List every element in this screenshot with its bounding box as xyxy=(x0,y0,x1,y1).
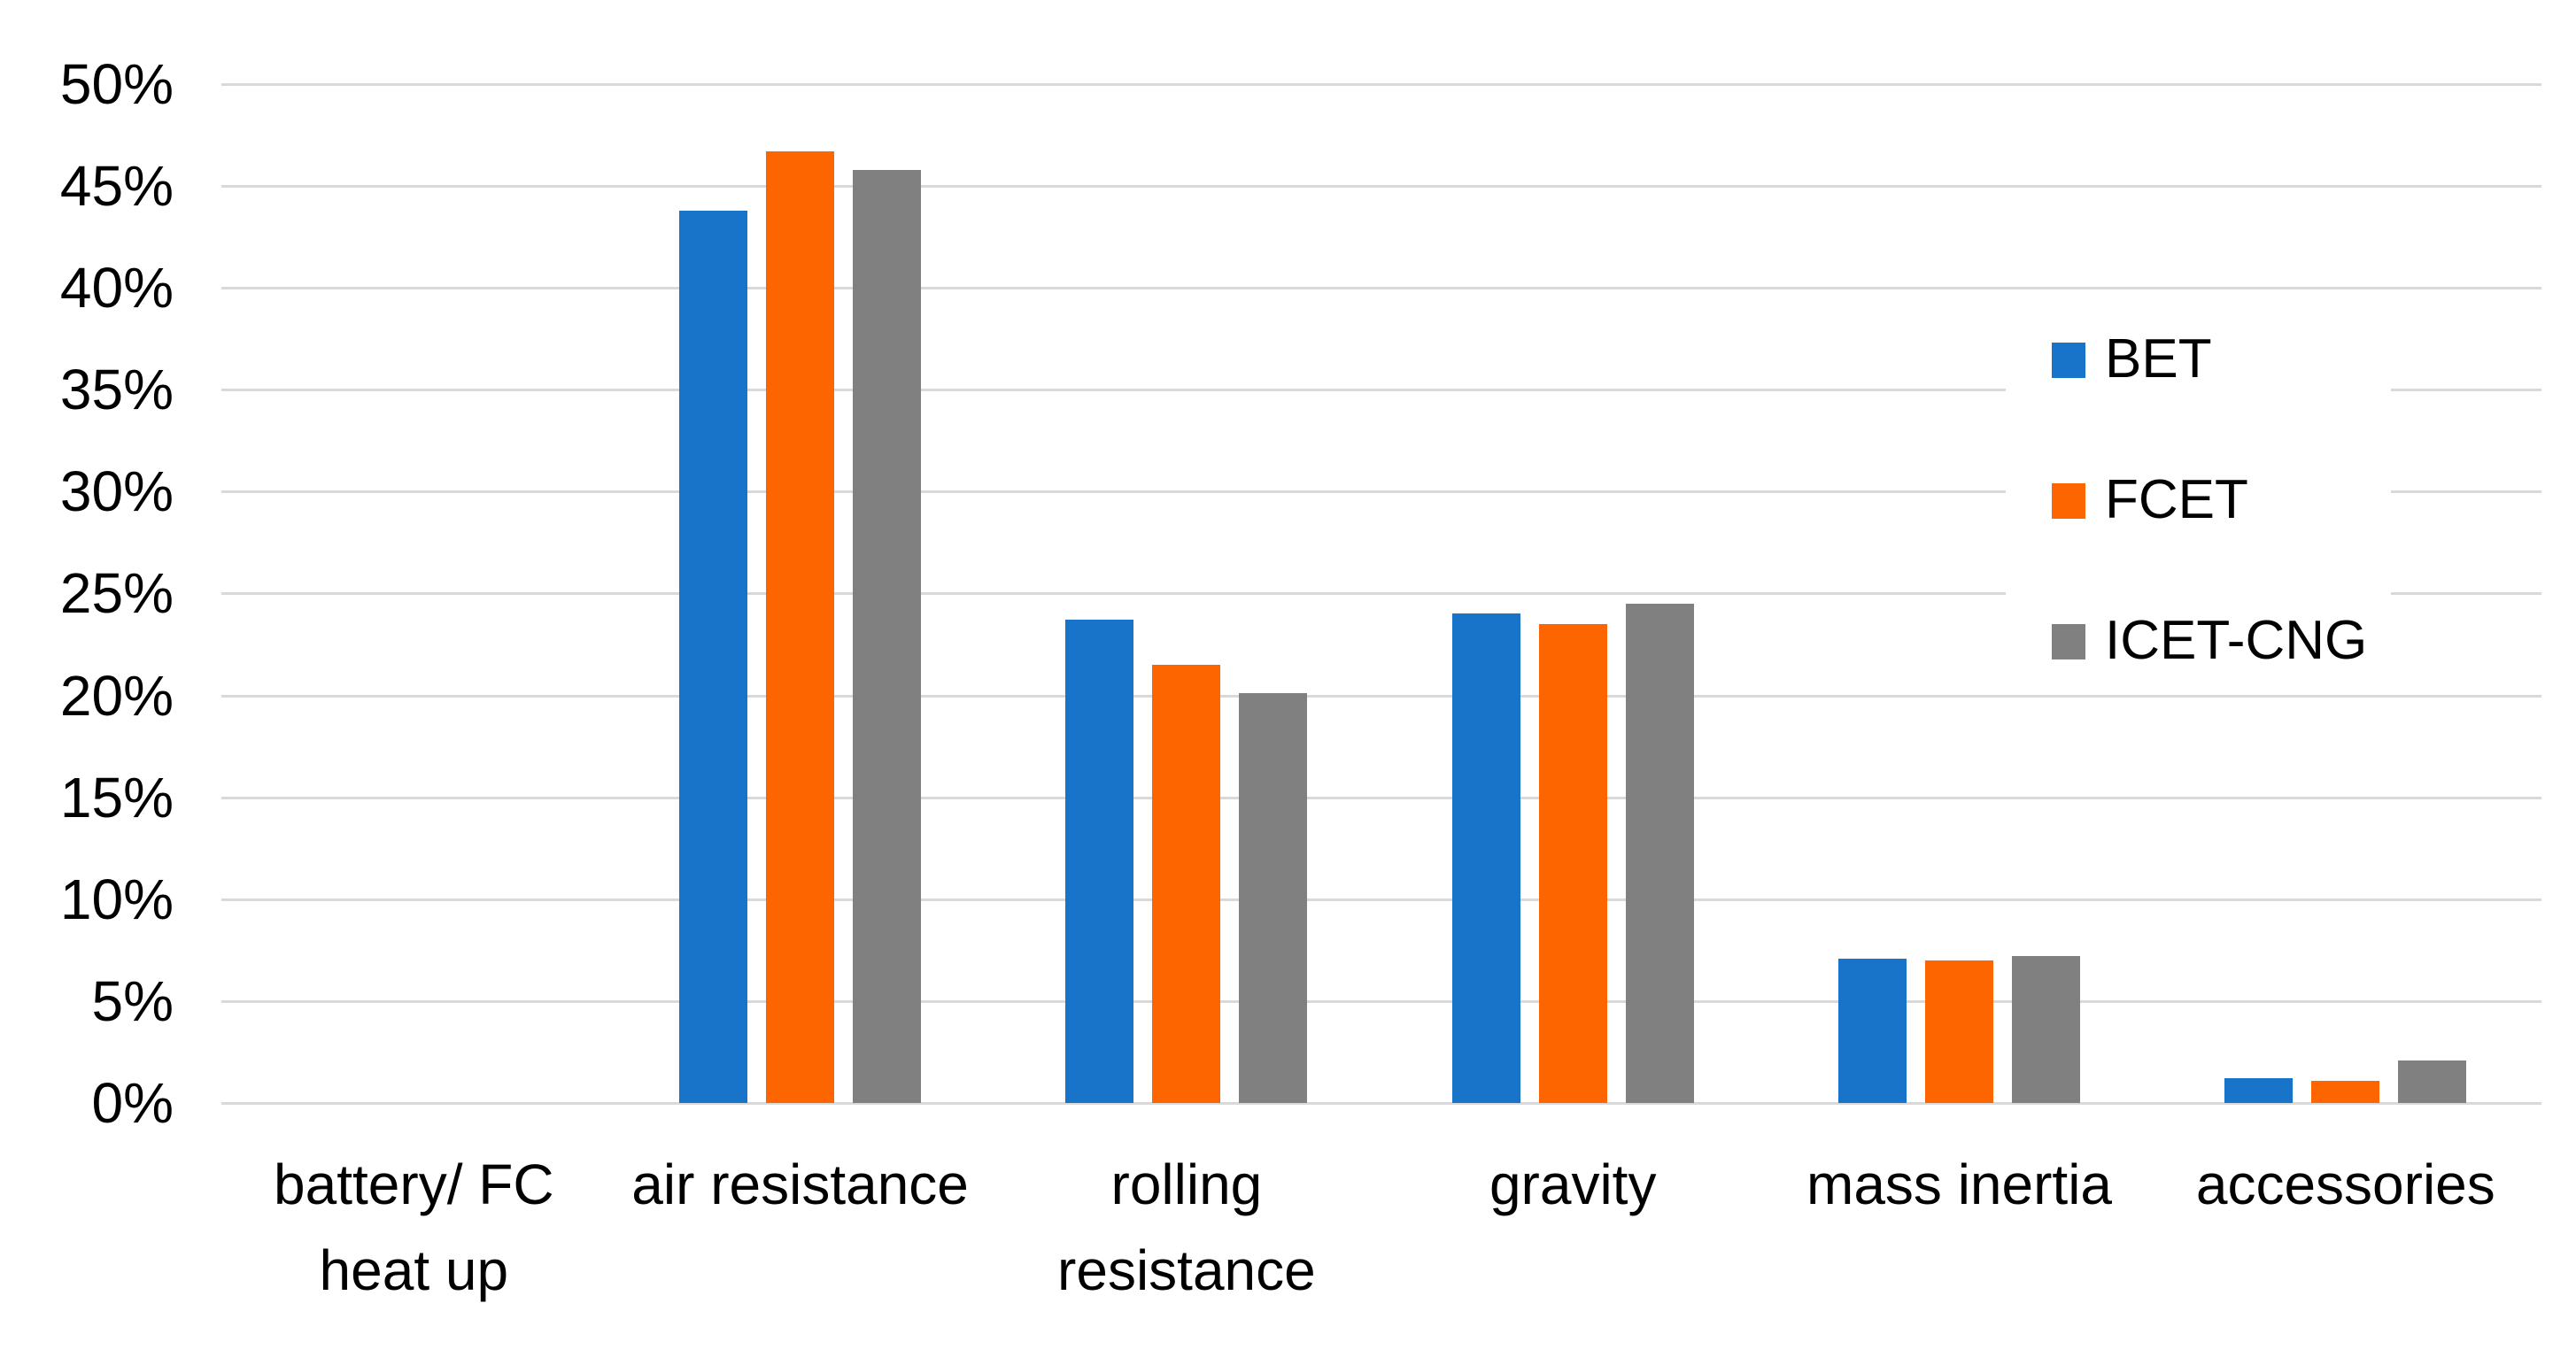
bar xyxy=(1152,665,1221,1103)
bar xyxy=(1239,693,1308,1103)
y-tick-label: 40% xyxy=(59,256,174,320)
gridline xyxy=(221,592,2541,596)
y-tick-label: 10% xyxy=(59,867,174,931)
gridline xyxy=(221,287,2541,290)
bar xyxy=(679,210,748,1103)
category-label: mass inertia xyxy=(1806,1153,2112,1216)
bar xyxy=(853,169,922,1103)
bar xyxy=(766,150,835,1103)
bar xyxy=(1625,603,1694,1103)
y-tick-label: 50% xyxy=(59,51,174,116)
y-tick-label: 15% xyxy=(59,765,174,829)
legend-label: BET xyxy=(2105,328,2212,389)
category-label: accessories xyxy=(2195,1153,2495,1216)
gridline xyxy=(221,999,2541,1003)
gridline xyxy=(221,694,2541,698)
legend-label: ICET-CNG xyxy=(2105,610,2368,671)
gridline xyxy=(221,796,2541,799)
gridline xyxy=(221,82,2541,86)
legend-label: FCET xyxy=(2105,469,2248,530)
bar xyxy=(1538,623,1607,1103)
gridline xyxy=(221,1102,2541,1105)
bar xyxy=(2012,956,2080,1103)
y-tick-label: 5% xyxy=(91,968,174,1033)
bar xyxy=(1065,620,1134,1103)
y-tick-label: 25% xyxy=(59,561,174,626)
category-label: battery/ FC heat up xyxy=(274,1153,554,1302)
legend-swatch xyxy=(2052,624,2085,659)
category-label: rolling resistance xyxy=(1057,1153,1316,1302)
category-label: gravity xyxy=(1489,1153,1657,1216)
gridline xyxy=(221,389,2541,392)
bar xyxy=(2398,1060,2467,1103)
legend-swatch xyxy=(2052,343,2085,378)
bar xyxy=(2311,1080,2380,1103)
y-tick-label: 45% xyxy=(59,154,174,218)
gridline xyxy=(221,185,2541,188)
category-label: air resistance xyxy=(631,1153,969,1216)
bar xyxy=(1451,613,1520,1103)
y-tick-label: 20% xyxy=(59,663,174,728)
y-tick-label: 30% xyxy=(59,459,174,524)
bar xyxy=(1838,958,1907,1103)
gridline xyxy=(221,490,2541,494)
legend-swatch xyxy=(2052,483,2085,519)
bar xyxy=(1925,960,1993,1103)
y-tick-label: 0% xyxy=(91,1071,174,1135)
gridline xyxy=(221,898,2541,901)
bar xyxy=(2224,1078,2294,1103)
y-tick-label: 35% xyxy=(59,358,174,422)
